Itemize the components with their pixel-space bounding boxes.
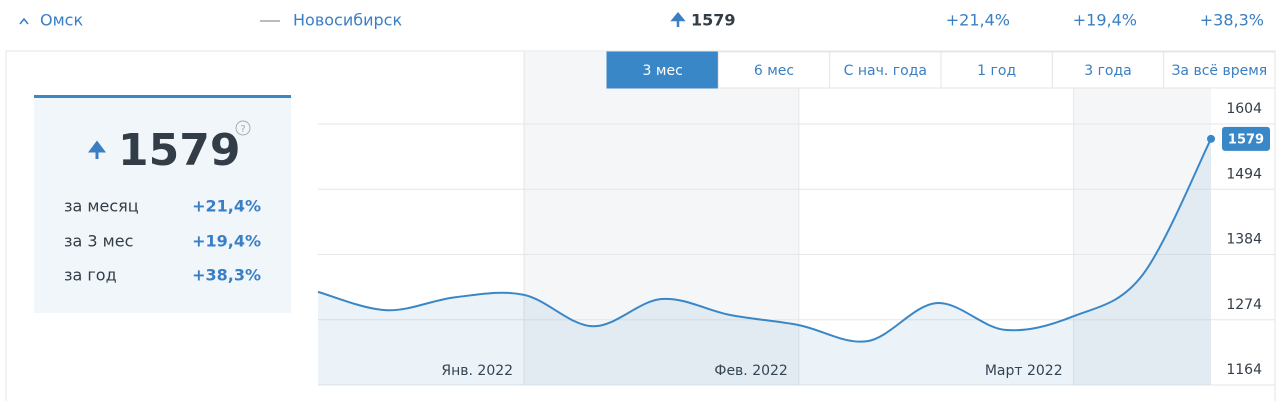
y-tick-label: 1384 <box>1226 232 1262 248</box>
up-arrow <box>88 140 106 159</box>
period-change: +21,4% <box>192 197 261 216</box>
period: за месяц <box>64 197 139 216</box>
y-tick-label: 1164 <box>1226 362 1262 378</box>
tab[interactable] <box>1163 51 1276 89</box>
y-tick-label: 1274 <box>1226 297 1262 313</box>
area <box>318 138 1211 385</box>
frame <box>5 50 1276 401</box>
up-arrow <box>670 12 686 27</box>
help-icon-mark: ? <box>240 124 245 135</box>
change: +19,4% <box>1073 11 1137 30</box>
month-band <box>1073 52 1211 385</box>
help-icon[interactable] <box>235 120 251 136</box>
tab-label[interactable]: 3 года <box>1084 63 1132 79</box>
month-band <box>524 52 799 385</box>
line <box>317 138 1212 343</box>
change: +21,4% <box>946 11 1010 30</box>
collapse-icon[interactable] <box>19 17 29 25</box>
value-label: 1579 <box>1228 132 1264 147</box>
y-tick-label: 1604 <box>1226 101 1262 117</box>
tab[interactable] <box>717 51 831 89</box>
period-change: +38,3% <box>192 266 261 285</box>
tab[interactable] <box>829 51 942 89</box>
tab-label[interactable]: За всё время <box>1171 63 1267 79</box>
tab-label[interactable]: 6 мес <box>754 63 794 79</box>
value-badge <box>1222 126 1270 151</box>
tabs: 3 мес 6 мес С нач. года 1 год 3 года За всё в… <box>606 51 1276 89</box>
chart: 1164 1274 1384 1494 1604 Янв. 2022 Фев. 2022 Ма… <box>317 52 1275 386</box>
price: 1579 <box>691 11 736 30</box>
tab-label[interactable]: 1 год <box>977 63 1016 79</box>
tab-label[interactable]: 3 мес <box>643 63 683 79</box>
change: +38,3% <box>1200 11 1264 30</box>
period: за 3 мес <box>64 232 133 251</box>
x-tick-label: Янв. 2022 <box>441 363 513 379</box>
big-price: 1579 <box>118 125 240 176</box>
period: за год <box>64 266 117 285</box>
x-tick-label: Март 2022 <box>985 363 1063 379</box>
tab-label[interactable]: С нач. года <box>844 63 927 79</box>
panel-border <box>34 95 291 98</box>
last-point <box>1207 134 1215 143</box>
y-tick-label: 1494 <box>1226 166 1262 182</box>
period-change: +19,4% <box>192 232 261 251</box>
x-tick-label: Фев. 2022 <box>714 363 787 379</box>
tab[interactable] <box>940 51 1053 89</box>
city[interactable]: Новосибирск <box>293 11 402 30</box>
city[interactable]: Омск <box>40 11 83 30</box>
